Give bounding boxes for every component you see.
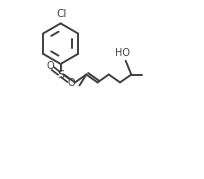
Text: Cl: Cl [56, 9, 67, 19]
Text: HO: HO [115, 48, 130, 58]
Text: O: O [67, 78, 75, 88]
Text: S: S [57, 69, 64, 79]
Text: O: O [46, 61, 54, 71]
